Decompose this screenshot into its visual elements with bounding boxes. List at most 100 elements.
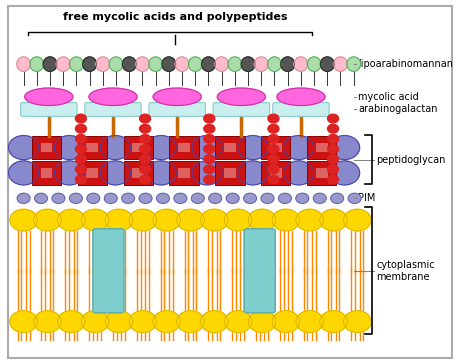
FancyBboxPatch shape [270,143,282,152]
Text: mycolic acid: mycolic acid [358,92,419,102]
Ellipse shape [320,57,334,71]
Circle shape [328,134,338,143]
Circle shape [129,311,156,332]
Ellipse shape [277,88,325,106]
Circle shape [177,311,204,332]
Ellipse shape [175,57,189,71]
Circle shape [17,193,30,203]
Circle shape [248,209,276,231]
Circle shape [146,161,176,185]
Circle shape [209,193,222,203]
Circle shape [55,135,84,159]
Circle shape [244,193,256,203]
Circle shape [75,175,86,184]
Circle shape [279,193,292,203]
FancyBboxPatch shape [124,161,153,185]
FancyBboxPatch shape [316,168,328,178]
Circle shape [34,209,61,231]
Ellipse shape [30,57,44,71]
Circle shape [82,311,109,332]
Ellipse shape [268,57,282,71]
FancyBboxPatch shape [178,168,190,178]
Circle shape [204,165,215,174]
Circle shape [10,311,37,332]
Circle shape [140,124,151,133]
FancyBboxPatch shape [32,161,61,185]
Ellipse shape [96,57,109,71]
Circle shape [129,209,156,231]
FancyBboxPatch shape [86,168,98,178]
Circle shape [272,209,300,231]
Circle shape [268,165,279,174]
Circle shape [105,209,133,231]
Circle shape [272,311,300,332]
Ellipse shape [56,57,70,71]
Text: PIM: PIM [358,193,375,203]
FancyBboxPatch shape [93,229,124,313]
FancyBboxPatch shape [169,161,199,185]
Circle shape [75,124,86,133]
FancyBboxPatch shape [86,143,98,152]
Circle shape [296,311,323,332]
Circle shape [52,193,65,203]
FancyBboxPatch shape [213,103,270,116]
Circle shape [70,193,82,203]
Circle shape [348,193,361,203]
Circle shape [57,311,85,332]
FancyBboxPatch shape [41,168,53,178]
Circle shape [204,124,215,133]
Circle shape [328,145,338,153]
Circle shape [204,155,215,163]
Circle shape [320,209,347,231]
Circle shape [177,209,204,231]
FancyBboxPatch shape [270,168,282,178]
Text: cytoplasmic
membrane: cytoplasmic membrane [377,260,435,282]
Circle shape [105,311,133,332]
Circle shape [57,209,85,231]
Circle shape [191,193,204,203]
Circle shape [75,165,86,174]
Ellipse shape [347,57,361,71]
FancyBboxPatch shape [224,168,236,178]
FancyBboxPatch shape [307,161,336,185]
Circle shape [201,311,228,332]
FancyBboxPatch shape [21,103,77,116]
FancyBboxPatch shape [85,103,141,116]
Ellipse shape [136,57,149,71]
Circle shape [331,193,344,203]
Circle shape [320,311,347,332]
Circle shape [268,155,279,163]
Circle shape [100,135,130,159]
Ellipse shape [149,57,163,71]
Ellipse shape [188,57,202,71]
Ellipse shape [70,57,83,71]
Circle shape [328,114,338,123]
Text: peptidoglycan: peptidoglycan [377,155,446,165]
Circle shape [248,311,276,332]
Circle shape [328,124,338,133]
Circle shape [268,134,279,143]
Circle shape [261,193,274,203]
FancyBboxPatch shape [261,161,291,185]
Circle shape [34,311,61,332]
Ellipse shape [89,88,137,106]
Circle shape [237,161,268,185]
Ellipse shape [122,57,136,71]
Circle shape [204,175,215,184]
FancyBboxPatch shape [178,143,190,152]
FancyBboxPatch shape [132,168,144,178]
Circle shape [55,161,84,185]
Ellipse shape [109,57,123,71]
Ellipse shape [17,57,30,71]
Circle shape [329,135,360,159]
Circle shape [87,193,100,203]
Ellipse shape [281,57,294,71]
Circle shape [268,175,279,184]
Circle shape [140,114,151,123]
Circle shape [100,161,130,185]
Circle shape [140,155,151,163]
FancyBboxPatch shape [215,136,245,159]
Text: free mycolic acids and polypeptides: free mycolic acids and polypeptides [63,12,287,22]
Ellipse shape [334,57,347,71]
Circle shape [328,155,338,163]
